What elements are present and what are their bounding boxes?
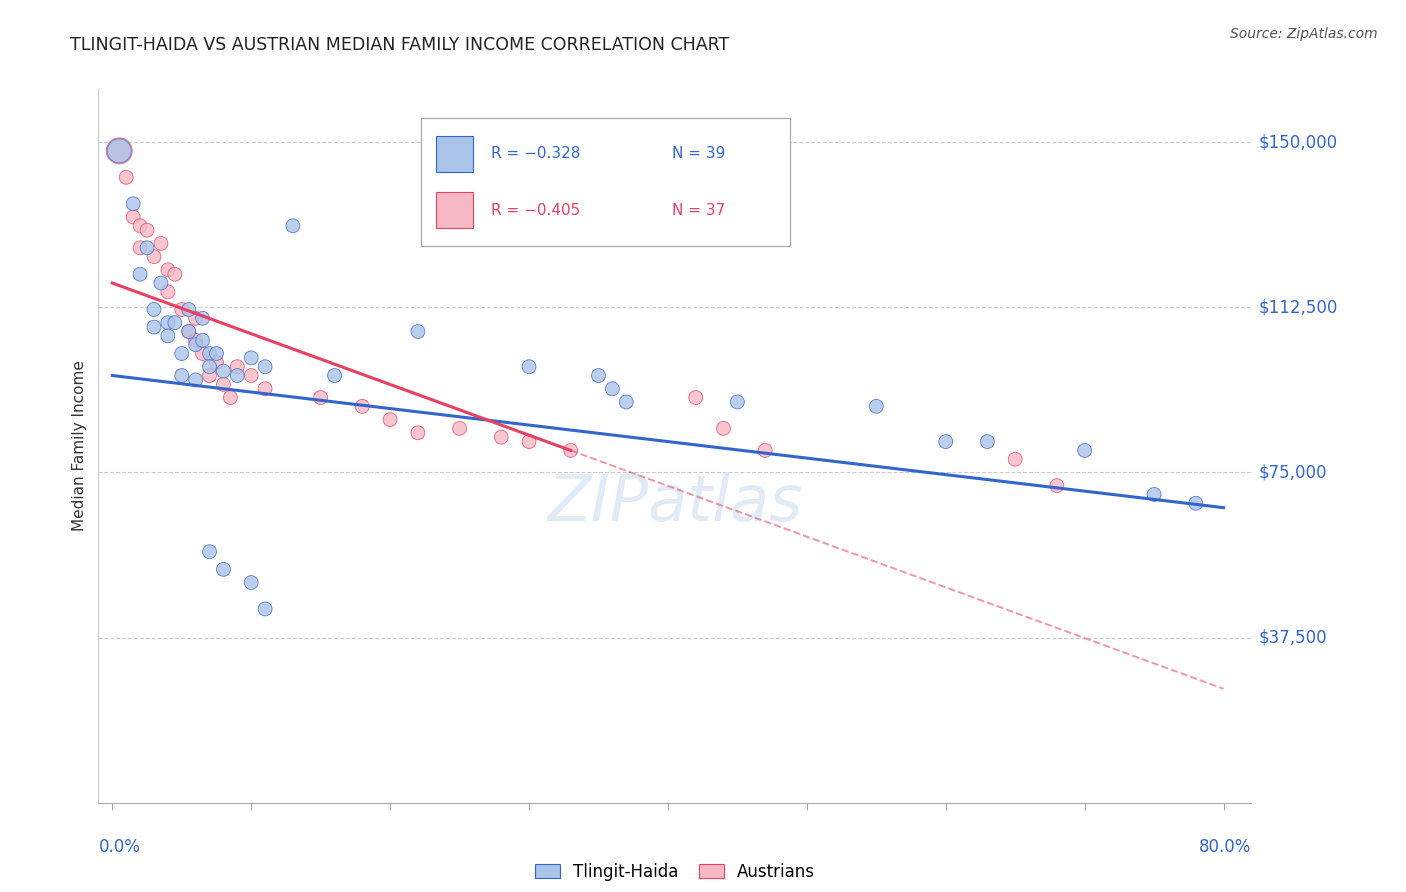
Point [122, 210, 145, 224]
Point [156, 316, 179, 330]
Point [198, 545, 221, 559]
Point [108, 144, 131, 158]
Point [191, 311, 214, 326]
Point [323, 368, 346, 383]
Point [226, 359, 249, 374]
Point [115, 170, 138, 185]
Point [191, 346, 214, 360]
Point [352, 400, 374, 414]
Text: 0.0%: 0.0% [98, 838, 141, 856]
Text: $112,500: $112,500 [1258, 298, 1337, 317]
Text: ZIPatlas: ZIPatlas [547, 472, 803, 534]
Point [1073, 443, 1095, 458]
Point [143, 250, 166, 264]
Point [198, 368, 221, 383]
Point [149, 236, 172, 251]
Point [143, 302, 166, 317]
Point [406, 425, 429, 440]
Point [219, 391, 242, 405]
Point [240, 351, 263, 365]
Point [976, 434, 998, 449]
Point [685, 391, 707, 405]
Point [281, 55, 304, 70]
Text: 80.0%: 80.0% [1199, 838, 1251, 856]
Point [588, 368, 610, 383]
Point [143, 320, 166, 334]
Point [491, 430, 513, 444]
Point [177, 325, 200, 339]
Point [212, 377, 235, 392]
Point [517, 434, 540, 449]
Point [129, 267, 152, 281]
Point [170, 368, 193, 383]
Point [1004, 452, 1026, 467]
Point [212, 562, 235, 576]
Point [254, 602, 277, 616]
Point [129, 241, 152, 255]
Point [184, 337, 207, 351]
Point [156, 262, 179, 277]
Text: Source: ZipAtlas.com: Source: ZipAtlas.com [1230, 27, 1378, 41]
Point [614, 395, 637, 409]
Point [170, 302, 193, 317]
Point [309, 391, 332, 405]
Point [212, 364, 235, 378]
Point [129, 219, 152, 233]
Point [205, 355, 228, 369]
Point [754, 443, 776, 458]
Point [108, 144, 131, 158]
Point [136, 223, 159, 237]
Y-axis label: Median Family Income: Median Family Income [72, 360, 87, 532]
Point [226, 368, 249, 383]
Point [1046, 478, 1069, 492]
Point [177, 302, 200, 317]
Point [156, 329, 179, 343]
Point [149, 276, 172, 290]
Legend: Tlingit-Haida, Austrians: Tlingit-Haida, Austrians [529, 856, 821, 888]
Point [254, 359, 277, 374]
Point [240, 575, 263, 590]
Point [449, 421, 471, 435]
Point [281, 219, 304, 233]
Point [517, 359, 540, 374]
Point [725, 395, 748, 409]
Point [163, 267, 186, 281]
Point [122, 196, 145, 211]
Point [191, 333, 214, 347]
Text: $37,500: $37,500 [1258, 629, 1327, 647]
Point [205, 346, 228, 360]
Point [935, 434, 957, 449]
Point [198, 359, 221, 374]
Point [560, 443, 582, 458]
Text: $75,000: $75,000 [1258, 464, 1327, 482]
Point [156, 285, 179, 299]
Point [406, 325, 429, 339]
Text: TLINGIT-HAIDA VS AUSTRIAN MEDIAN FAMILY INCOME CORRELATION CHART: TLINGIT-HAIDA VS AUSTRIAN MEDIAN FAMILY … [70, 36, 730, 54]
Point [713, 421, 735, 435]
Point [170, 346, 193, 360]
Point [136, 241, 159, 255]
Point [865, 400, 887, 414]
Point [184, 311, 207, 326]
Point [163, 316, 186, 330]
Text: $150,000: $150,000 [1258, 133, 1337, 151]
Point [1143, 487, 1166, 501]
Point [254, 382, 277, 396]
Point [184, 373, 207, 387]
Point [378, 412, 401, 426]
Point [177, 325, 200, 339]
Point [198, 346, 221, 360]
Point [1184, 496, 1206, 510]
Point [240, 368, 263, 383]
Point [602, 382, 624, 396]
Point [184, 333, 207, 347]
